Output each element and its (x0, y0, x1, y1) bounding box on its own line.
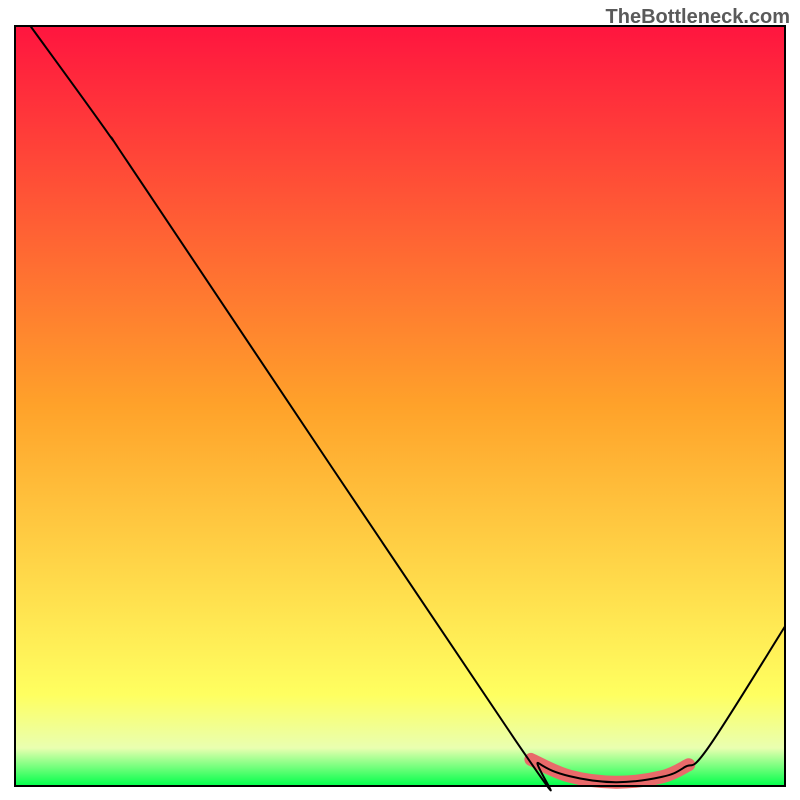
watermark-text: TheBottleneck.com (606, 6, 790, 29)
chart-container: TheBottleneck.com (0, 0, 800, 800)
plot-background (15, 26, 785, 786)
chart-svg (0, 0, 800, 800)
